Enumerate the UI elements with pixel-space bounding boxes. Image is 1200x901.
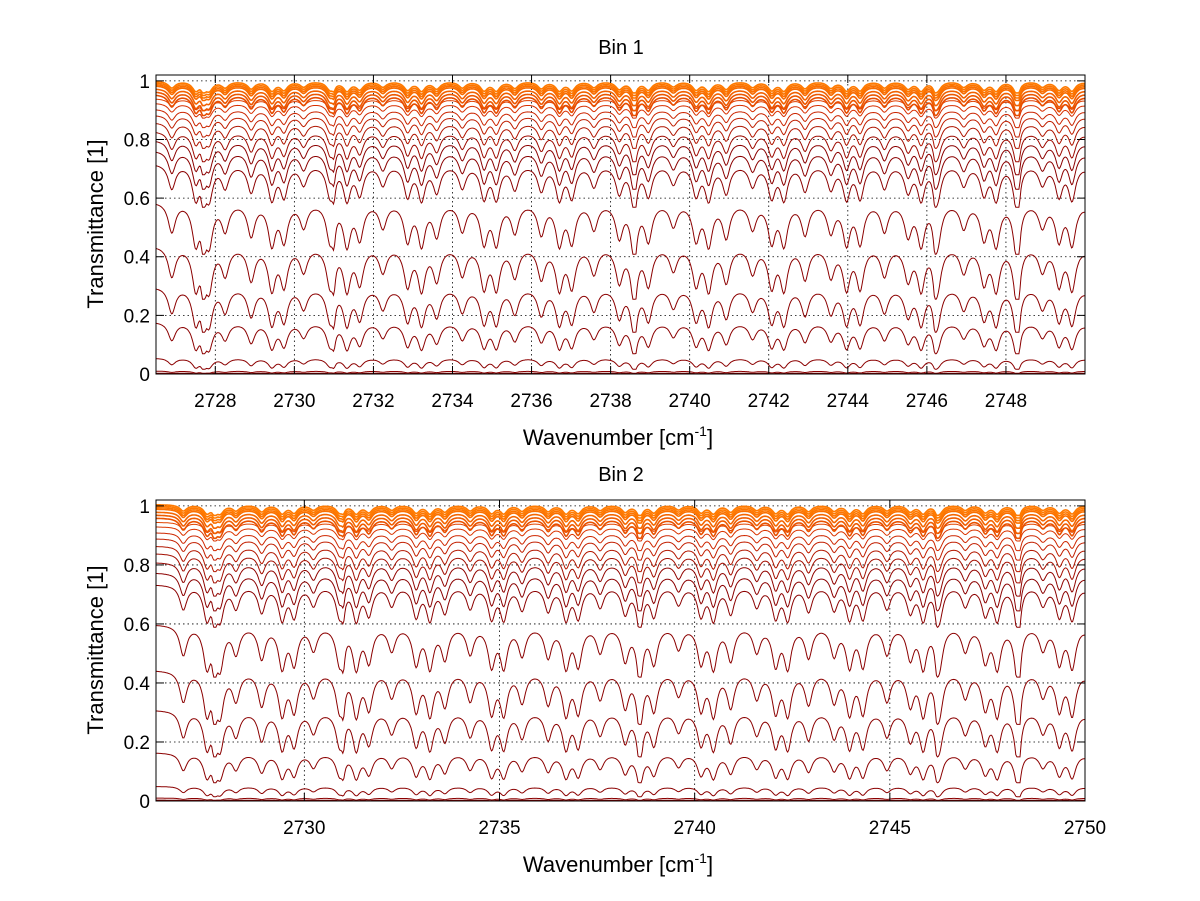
x-tick-label: 2740: [669, 391, 711, 412]
x-tick-label: 2750: [1064, 818, 1106, 839]
series-line: [156, 710, 1085, 758]
series-line: [156, 514, 1085, 535]
series-line: [155, 562, 1085, 597]
series-line: [155, 88, 1085, 107]
series-line: [156, 505, 1085, 519]
series-line: [155, 546, 1085, 573]
series-line: [156, 511, 1086, 530]
series-line: [155, 358, 1085, 370]
y-tick-label: 1: [139, 497, 150, 518]
y-tick-label: 0.6: [124, 189, 150, 210]
x-tick-label: 2730: [283, 818, 325, 839]
series-line: [156, 786, 1085, 798]
series-line: [156, 799, 1085, 802]
axes-box: [155, 499, 1086, 802]
y-ticks: 0 0.2 0.4 0.6 0.8 1: [124, 497, 1085, 813]
x-tick-label: 2744: [827, 391, 870, 412]
x-tick-label: 2730: [273, 391, 315, 412]
y-tick-label: 0.4: [124, 674, 151, 695]
x-tick-label: 2745: [869, 818, 911, 839]
chart-bin-2: Bin 2 2730 2735 2740 2745 2750 0 0.2 0.4 0.6 0.8…: [83, 464, 1106, 877]
y-tick-label: 0.2: [124, 306, 150, 327]
series-line: [155, 553, 1085, 584]
series-line: [156, 504, 1085, 517]
grid-lines: [156, 500, 1085, 801]
y-ticks: 0 0.2 0.4 0.6 0.8 1: [124, 72, 1085, 386]
x-tick-label: 2746: [906, 391, 948, 412]
series-line: [156, 507, 1085, 522]
series-line: [155, 517, 1085, 540]
series-line: [155, 115, 1085, 138]
series-line: [155, 247, 1085, 300]
x-tick-label: 2738: [589, 391, 631, 412]
series-line: [155, 123, 1085, 149]
x-tick-label: 2740: [674, 818, 716, 839]
series-line: [155, 83, 1085, 99]
y-tick-label: 0.8: [124, 556, 150, 577]
series-line: [155, 94, 1085, 117]
series-line: [156, 573, 1085, 612]
y-tick-label: 0: [139, 792, 150, 813]
series-line: [155, 109, 1085, 129]
series-line: [155, 584, 1086, 628]
series-line: [155, 85, 1085, 102]
series-line: [155, 752, 1085, 784]
x-tick-label: 2728: [194, 391, 236, 412]
x-tick-label: 2734: [431, 391, 474, 412]
y-tick-label: 0: [139, 365, 150, 386]
series-line: [156, 526, 1085, 542]
x-ticks: 2728 2730 2732 2734 2736 2738 2740 2742 2744 2746…: [194, 75, 1027, 412]
chart-title: Bin 2: [598, 464, 644, 486]
y-tick-label: 1: [139, 72, 150, 93]
series-line: [155, 141, 1085, 176]
series-line: [155, 103, 1086, 119]
series-group: [155, 80, 1086, 375]
series-line: [155, 91, 1085, 112]
series-line: [156, 532, 1085, 552]
series-line: [155, 80, 1085, 94]
series-group: [155, 504, 1086, 802]
x-tick-label: 2732: [352, 391, 394, 412]
axes-box: [155, 74, 1086, 375]
y-axis-label: Transmittance [1]: [83, 139, 108, 308]
series-line: [156, 82, 1085, 97]
y-tick-label: 0.2: [124, 733, 150, 754]
x-tick-label: 2735: [478, 818, 520, 839]
series-line: [155, 538, 1085, 561]
chart-bin-1: Bin 1 2728 2730 2732 2734 2736 2738 2740 2742 27…: [83, 37, 1086, 450]
series-line: [155, 288, 1086, 333]
series-line: [156, 370, 1085, 374]
y-axis-label: Transmittance [1]: [83, 565, 108, 734]
series-line: [156, 625, 1085, 678]
series-line: [156, 508, 1086, 524]
series-line: [155, 670, 1085, 726]
series-line: [155, 132, 1085, 163]
x-tick-label: 2742: [748, 391, 790, 412]
chart-title: Bin 1: [598, 37, 644, 59]
x-tick-label: 2736: [510, 391, 552, 412]
series-line: [155, 151, 1086, 190]
series-line: [156, 797, 1085, 801]
x-axis-label: Wavenumber [cm-1]: [523, 423, 713, 450]
x-ticks: 2730 2735 2740 2745 2750: [283, 500, 1106, 839]
series-line: [155, 203, 1085, 255]
series-line: [155, 322, 1086, 355]
x-axis-label: Wavenumber [cm-1]: [523, 850, 713, 877]
y-tick-label: 0.8: [124, 130, 150, 151]
y-tick-label: 0.6: [124, 615, 150, 636]
series-line: [155, 165, 1086, 208]
y-tick-label: 0.4: [124, 248, 151, 269]
x-tick-label: 2748: [985, 391, 1027, 412]
